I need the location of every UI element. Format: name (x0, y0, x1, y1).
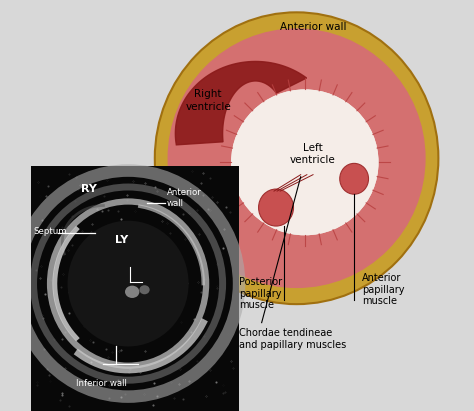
Text: Septum: Septum (34, 227, 67, 236)
Text: Posterior
papillary
muscle: Posterior papillary muscle (239, 277, 282, 310)
Ellipse shape (259, 189, 293, 226)
Ellipse shape (125, 286, 139, 298)
Ellipse shape (231, 90, 379, 235)
Ellipse shape (155, 12, 438, 304)
Ellipse shape (139, 285, 150, 294)
Text: Inferior wall: Inferior wall (76, 379, 127, 388)
Bar (31, 166, 239, 411)
Text: Anterior
papillary
muscle: Anterior papillary muscle (362, 273, 405, 306)
Text: Chordae tendineae
and papillary muscles: Chordae tendineae and papillary muscles (239, 328, 346, 350)
Text: Left
ventricle: Left ventricle (290, 143, 336, 165)
Text: Anterior
wall: Anterior wall (167, 188, 202, 208)
Text: LY: LY (115, 236, 128, 245)
Text: RY: RY (81, 184, 97, 194)
Ellipse shape (340, 164, 368, 194)
Ellipse shape (231, 90, 379, 235)
Ellipse shape (168, 28, 426, 288)
Ellipse shape (68, 221, 189, 346)
Text: Right
ventricle: Right ventricle (185, 90, 231, 112)
Ellipse shape (221, 81, 389, 244)
Text: Anterior wall: Anterior wall (280, 22, 346, 32)
Polygon shape (175, 62, 307, 145)
